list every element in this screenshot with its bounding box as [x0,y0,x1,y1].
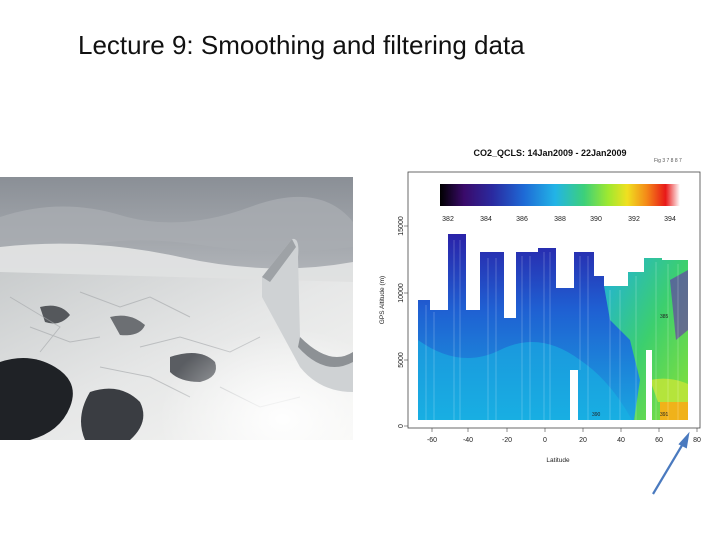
y-tick: 5000 [398,352,405,368]
y-axis-label: GPS Altitude (m) [379,276,386,324]
x-tick: 60 [655,437,663,444]
curtain-field: 385 390 391 [418,234,688,420]
slide-title: Lecture 9: Smoothing and filtering data [78,30,525,60]
colorbar-tick: 392 [628,216,640,223]
x-tick: -20 [502,437,512,444]
x-tick: 0 [543,437,547,444]
colorbar-ticks: 382 384 386 388 390 392 394 [442,216,676,223]
y-tick: 10000 [398,283,405,303]
field-label: 385 [660,314,669,320]
x-tick: 40 [617,437,625,444]
field-label: 390 [592,412,601,418]
x-tick: -40 [463,437,473,444]
colorbar-tick: 394 [664,216,676,223]
plot-frame [407,171,701,429]
x-tick: 20 [579,437,587,444]
colorbar-tick: 390 [590,216,602,223]
colorbar-tick: 386 [516,216,528,223]
y-tick: 0 [398,424,405,428]
x-axis-label: Latitude [546,457,570,464]
field-label: 391 [660,412,669,418]
figure-page-note: Fig 3 7 8 8 7 [654,158,682,164]
x-axis: -60 -40 -20 0 20 40 60 80 Latitude [427,428,701,464]
x-tick: 80 [693,437,701,444]
colorbar-tick: 388 [554,216,566,223]
y-tick: 15000 [398,216,405,236]
colorbar [440,184,680,206]
y-axis: 0 5000 10000 15000 GPS Altitude (m) [379,216,408,428]
x-tick: -60 [427,437,437,444]
aerial-photo [0,177,353,440]
figure-title: CO2_QCLS: 14Jan2009 - 22Jan2009 [473,148,626,158]
colorbar-tick: 382 [442,216,454,223]
colorbar-tick: 384 [480,216,492,223]
co2-curtain-figure: CO2_QCLS: 14Jan2009 - 22Jan2009 Fig 3 7 … [370,140,710,470]
